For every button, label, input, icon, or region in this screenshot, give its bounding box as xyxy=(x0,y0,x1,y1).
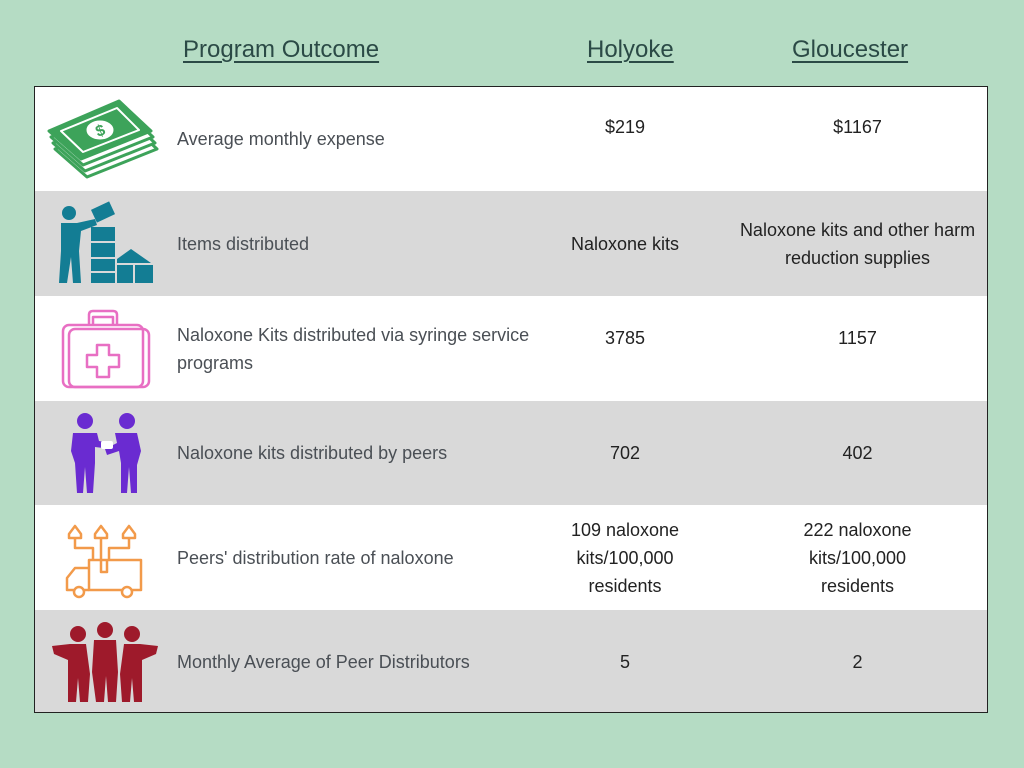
gloucester-value: $1167 xyxy=(833,117,882,137)
holyoke-value: 109 naloxone kits/100,000 residents xyxy=(570,519,680,596)
header-program-outcome: Program Outcome xyxy=(183,36,380,63)
table-row: Items distributed Naloxone kits Naloxone… xyxy=(35,191,987,296)
outcomes-table: $ Average monthly expense $219 $1167 xyxy=(34,86,988,713)
holyoke-value: 5 xyxy=(619,652,630,672)
row-label: Average monthly expense xyxy=(177,129,385,149)
table-row: $ Average monthly expense $219 $1167 xyxy=(35,87,987,191)
table-header: Program Outcome Holyoke Gloucester xyxy=(0,0,1024,86)
gloucester-value: 2 xyxy=(852,652,863,672)
table-row: Naloxone Kits distributed via syringe se… xyxy=(35,296,987,401)
person-stacking-boxes-icon xyxy=(45,191,165,296)
gloucester-value: 402 xyxy=(842,443,873,463)
gloucester-value: Naloxone kits and other harm reduction s… xyxy=(739,219,976,268)
header-gloucester: Gloucester xyxy=(792,36,909,63)
holyoke-value: 702 xyxy=(609,443,641,463)
first-aid-kit-icon xyxy=(45,296,165,401)
table-row: Naloxone kits distributed by peers 702 4… xyxy=(35,401,987,505)
gloucester-value: 222 naloxone kits/100,000 residents xyxy=(803,519,912,596)
holyoke-value: 3785 xyxy=(604,328,646,348)
group-of-people-icon xyxy=(45,610,165,712)
gloucester-value: 1157 xyxy=(838,328,877,348)
header-holyoke: Holyoke xyxy=(587,36,674,63)
holyoke-value: Naloxone kits xyxy=(570,233,680,254)
row-label: Naloxone Kits distributed via syringe se… xyxy=(177,324,530,373)
row-label: Naloxone kits distributed by peers xyxy=(177,443,448,463)
delivery-truck-icon xyxy=(45,505,165,610)
row-label: Monthly Average of Peer Distributors xyxy=(177,652,470,672)
money-stack-icon: $ xyxy=(45,87,165,191)
table-row: Monthly Average of Peer Distributors 5 2 xyxy=(35,610,987,712)
two-people-handing-icon xyxy=(45,401,165,505)
holyoke-value: $219 xyxy=(604,117,646,137)
row-label: Peers' distribution rate of naloxone xyxy=(177,547,454,568)
table-row: Peers' distribution rate of naloxone 109… xyxy=(35,505,987,610)
row-label: Items distributed xyxy=(177,233,310,254)
